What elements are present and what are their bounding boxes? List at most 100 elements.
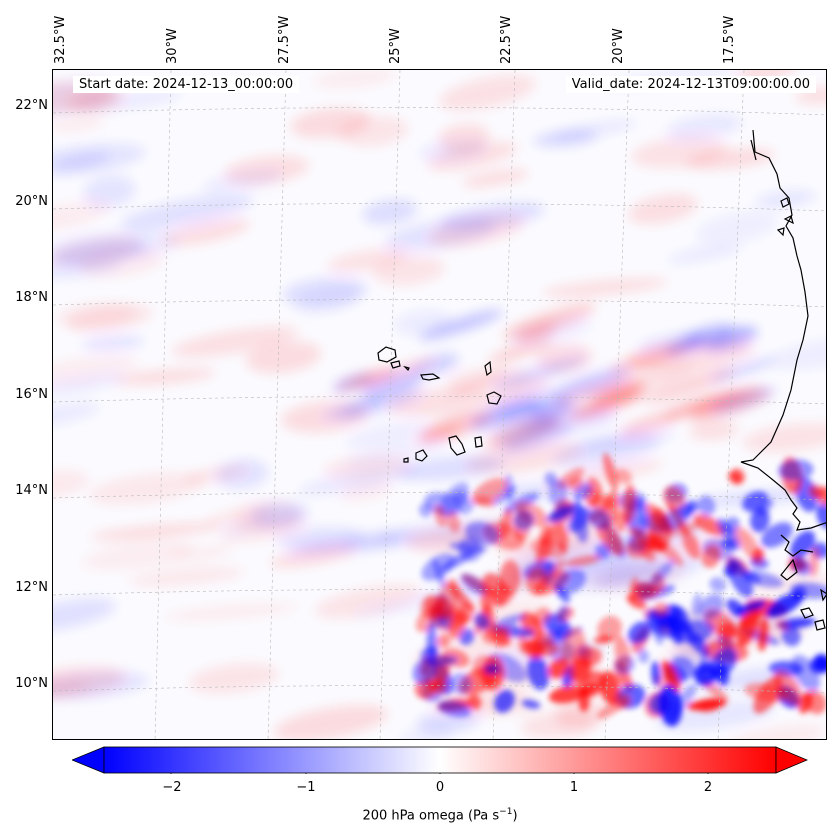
omega-blob bbox=[290, 107, 371, 139]
lat-label-20n: 20°N bbox=[15, 194, 48, 209]
omega-blob bbox=[53, 117, 106, 133]
omega-blob bbox=[628, 527, 666, 551]
omega-blob bbox=[480, 594, 495, 626]
coast-shelf bbox=[780, 558, 798, 581]
omega-blob bbox=[420, 596, 442, 619]
omega-blob bbox=[556, 605, 569, 620]
omega-blob bbox=[372, 255, 446, 286]
santo-antao bbox=[377, 346, 397, 363]
omega-blob bbox=[698, 593, 724, 620]
canary-coast-north bbox=[750, 139, 757, 161]
graticule bbox=[53, 70, 826, 739]
omega-blob bbox=[53, 402, 101, 429]
omega-blob bbox=[711, 387, 777, 413]
colorbar-label: 200 hPa omega (Pa s−1) bbox=[362, 807, 518, 824]
parallel-line bbox=[53, 299, 826, 308]
omega-blob bbox=[81, 335, 146, 351]
omega-blob bbox=[667, 684, 697, 719]
omega-blob bbox=[548, 685, 587, 704]
parallel-line bbox=[53, 589, 826, 598]
omega-blob bbox=[345, 422, 429, 450]
omega-blob bbox=[730, 468, 745, 484]
omega-blob bbox=[460, 500, 475, 515]
parallel-line bbox=[53, 396, 826, 405]
omega-blob bbox=[695, 211, 778, 245]
omega-blob bbox=[645, 503, 673, 534]
omega-blob bbox=[273, 704, 389, 739]
omega-blob bbox=[709, 577, 727, 592]
sao-nicolau bbox=[420, 373, 441, 381]
omega-shading bbox=[53, 70, 826, 739]
omega-blob bbox=[53, 374, 126, 397]
omega-blob bbox=[525, 639, 560, 657]
colorbar bbox=[72, 746, 808, 774]
lon-label-25w: 25°W bbox=[388, 28, 403, 64]
lon-label-20w: 20°W bbox=[611, 28, 626, 64]
omega-blob bbox=[813, 653, 826, 672]
sal bbox=[484, 360, 492, 377]
colorbar-tick-1: 1 bbox=[569, 780, 579, 795]
omega-blob bbox=[565, 555, 602, 567]
omega-blob bbox=[448, 583, 474, 612]
omega-blob bbox=[502, 304, 596, 340]
omega-blob bbox=[480, 378, 549, 405]
omega-blob bbox=[353, 357, 435, 387]
boa-vista bbox=[486, 391, 502, 405]
omega-blob bbox=[418, 309, 504, 341]
lon-label-17-5w: 17.5°W bbox=[722, 15, 737, 64]
omega-blob bbox=[809, 546, 819, 577]
omega-blob bbox=[343, 441, 449, 467]
omega-blob bbox=[735, 526, 763, 564]
omega-blob bbox=[527, 655, 550, 691]
valid-date-label: Valid_date: 2024-12-13T09:00:00.00 bbox=[565, 76, 816, 93]
omega-blob bbox=[685, 148, 776, 170]
bissau-islands bbox=[800, 588, 826, 631]
omega-blob bbox=[341, 528, 417, 553]
omega-blob bbox=[632, 582, 659, 599]
omega-blob bbox=[419, 410, 494, 441]
omega-blob bbox=[620, 411, 680, 436]
omega-blob bbox=[646, 560, 674, 592]
omega-blob bbox=[520, 611, 545, 640]
omega-blob bbox=[551, 119, 638, 140]
santa-luzia bbox=[403, 365, 410, 372]
meridian-line bbox=[717, 70, 745, 739]
omega-blob bbox=[723, 516, 740, 534]
omega-blob bbox=[493, 584, 514, 605]
omega-blob bbox=[487, 338, 555, 363]
omega-blob bbox=[426, 141, 519, 171]
omega-blob bbox=[362, 198, 418, 225]
lon-label-27-5w: 27.5°W bbox=[277, 15, 292, 64]
omega-blob bbox=[653, 602, 669, 617]
africa-coastline bbox=[740, 129, 826, 531]
omega-blob bbox=[710, 357, 777, 381]
omega-blob bbox=[693, 514, 725, 536]
colorbar-tick-0: 0 bbox=[435, 780, 445, 795]
omega-blob bbox=[757, 617, 769, 652]
omega-blob bbox=[816, 503, 826, 529]
omega-fine-shading bbox=[412, 452, 826, 727]
omega-blob bbox=[590, 382, 647, 405]
meridian-line bbox=[604, 70, 630, 739]
omega-blob bbox=[701, 544, 721, 568]
omega-blob bbox=[569, 658, 592, 685]
omega-blob bbox=[467, 694, 482, 710]
omega-blob bbox=[768, 337, 826, 370]
meridian-line bbox=[267, 70, 287, 739]
omega-blob bbox=[128, 566, 246, 587]
omega-blob bbox=[162, 218, 251, 246]
omega-blob bbox=[741, 422, 826, 453]
omega-blob bbox=[548, 559, 566, 577]
omega-blob bbox=[550, 504, 572, 523]
omega-blob bbox=[663, 604, 683, 623]
omega-blob bbox=[678, 503, 694, 519]
omega-blob bbox=[726, 557, 754, 598]
omega-blob bbox=[596, 522, 624, 556]
omega-blob bbox=[162, 602, 300, 622]
omega-blob bbox=[471, 477, 508, 505]
omega-blob bbox=[311, 70, 398, 90]
map-panel[interactable] bbox=[52, 69, 827, 740]
omega-blob bbox=[541, 278, 669, 298]
omega-blob bbox=[418, 503, 433, 518]
omega-blob bbox=[82, 175, 136, 208]
